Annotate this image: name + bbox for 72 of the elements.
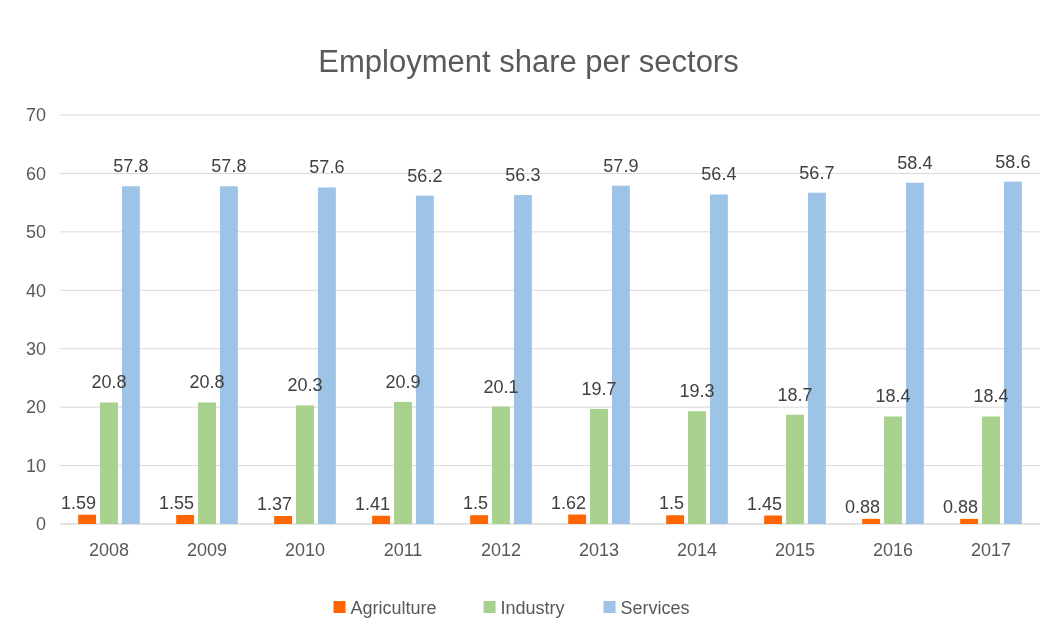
bar	[590, 408, 608, 524]
data-label: 20.1	[483, 376, 519, 397]
data-label: 1.55	[159, 492, 195, 513]
y-tick-label: 60	[25, 163, 46, 184]
x-tick-label: 2015	[774, 540, 816, 560]
data-label: 18.4	[973, 386, 1009, 407]
legend-label: Agriculture	[350, 598, 437, 619]
data-label: 1.62	[551, 492, 587, 513]
data-label: 56.3	[505, 165, 541, 186]
bar	[862, 518, 881, 524]
x-tick-label: 2011	[383, 540, 423, 560]
data-label: 0.88	[943, 496, 979, 517]
data-label: 56.7	[799, 162, 835, 183]
chart-title: Employment share per sectors	[318, 44, 739, 79]
data-label: 1.37	[257, 494, 293, 514]
bar	[982, 416, 1000, 524]
data-label: 18.4	[875, 386, 911, 407]
data-label: 20.8	[189, 372, 225, 393]
legend-label: Industry	[500, 598, 565, 619]
data-label: 1.45	[747, 493, 783, 514]
x-tick-label: 2012	[480, 540, 522, 560]
y-tick-label: 10	[25, 455, 46, 476]
data-label: 20.9	[385, 371, 421, 392]
data-label: 1.41	[355, 493, 391, 514]
bar	[394, 401, 412, 524]
y-tick-label: 40	[25, 280, 46, 301]
data-label: 57.8	[113, 156, 149, 177]
bar	[492, 406, 510, 524]
data-label: 56.2	[407, 165, 443, 186]
data-label: 1.5	[463, 493, 489, 514]
x-tick-label: 2008	[88, 540, 130, 560]
x-tick-label: 2016	[872, 540, 914, 560]
bar	[274, 516, 293, 524]
data-label: 19.3	[679, 381, 715, 402]
data-label: 1.5	[659, 493, 685, 514]
data-label: 1.59	[61, 492, 97, 513]
x-tick-label: 2017	[970, 540, 1012, 560]
x-tick-label: 2014	[676, 540, 718, 560]
data-label: 18.7	[777, 384, 813, 405]
bar	[372, 515, 391, 524]
data-label: 58.6	[995, 151, 1031, 172]
data-label: 0.88	[845, 496, 881, 517]
y-tick-label: 20	[25, 397, 46, 418]
data-label: 57.6	[309, 157, 345, 178]
x-tick-label: 2010	[284, 540, 326, 560]
bar	[78, 514, 97, 524]
y-tick-label: 70	[25, 105, 46, 126]
bar	[470, 515, 489, 524]
bar	[786, 414, 804, 524]
data-label: 20.3	[287, 375, 323, 396]
bar	[688, 411, 706, 524]
bar	[176, 514, 195, 524]
bar	[296, 405, 314, 524]
y-tick-label: 0	[35, 514, 46, 535]
bar	[666, 515, 685, 524]
data-label: 20.8	[91, 372, 127, 393]
data-label: 58.4	[897, 152, 933, 173]
x-tick-label: 2013	[578, 540, 620, 560]
bar	[960, 518, 979, 524]
bar	[568, 514, 587, 524]
y-tick-label: 30	[25, 339, 46, 360]
data-label: 19.7	[581, 378, 617, 399]
x-tick-label: 2009	[186, 540, 228, 560]
bar	[884, 416, 902, 524]
bar	[100, 402, 118, 524]
data-label: 57.8	[211, 156, 247, 177]
data-label: 56.4	[701, 164, 737, 185]
bar	[764, 515, 783, 524]
y-tick-label: 50	[25, 222, 46, 243]
legend-label: Services	[620, 598, 690, 619]
bar	[198, 402, 216, 524]
data-label: 57.9	[603, 155, 639, 176]
